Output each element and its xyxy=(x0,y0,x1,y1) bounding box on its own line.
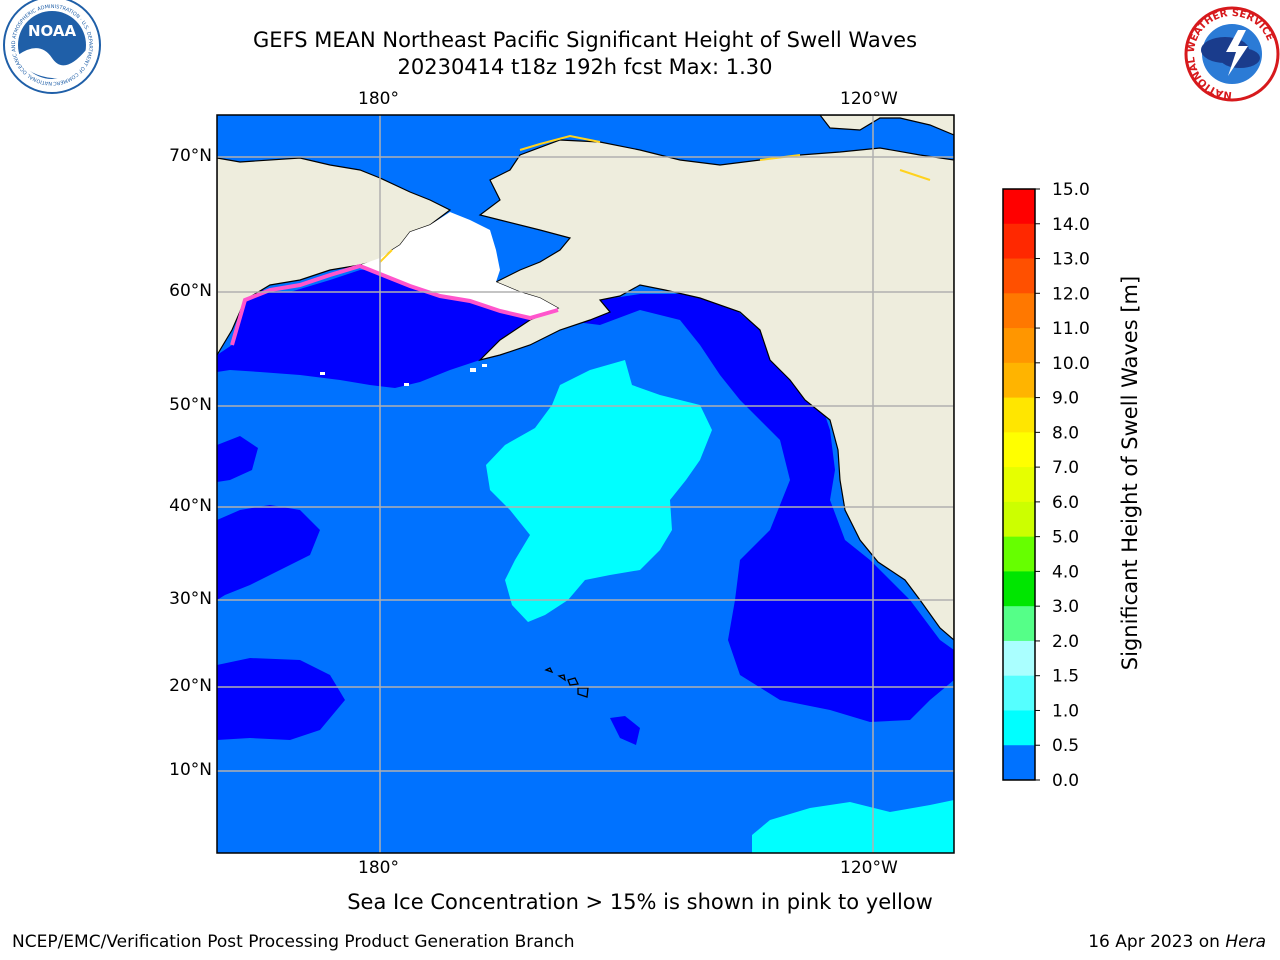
colorbar-tick-label: 4.0 xyxy=(1052,562,1079,582)
lat-tick-20n: 20°N xyxy=(169,676,212,696)
sea-ice-note: Sea Ice Concentration > 15% is shown in … xyxy=(347,890,933,914)
colorbar-bin xyxy=(1003,571,1035,607)
map-frame xyxy=(216,114,955,854)
map-gridlines xyxy=(217,115,954,853)
swell-low-hawaii xyxy=(610,716,640,745)
colorbar-tick-label: 0.0 xyxy=(1052,771,1079,791)
hawaiian-islands xyxy=(544,667,589,698)
land-north-america xyxy=(478,115,954,641)
nws-logo: NATIONAL WEATHER SERVICE xyxy=(1184,6,1280,102)
colorbar-bin xyxy=(1003,223,1035,260)
colorbar-label: Significant Height of Swell Waves [m] xyxy=(1118,275,1142,671)
colorbar-bin xyxy=(1003,432,1035,468)
colorbar-tick-label: 9.0 xyxy=(1052,389,1079,409)
colorbar-bin xyxy=(1003,467,1035,503)
colorbar-bin xyxy=(1003,675,1035,711)
colorbar-tick-label: 6.0 xyxy=(1052,493,1079,513)
noaa-logo: NOAA NATIONAL OCEANIC AND ATMOSPHERIC AD… xyxy=(0,0,101,94)
lat-tick-10n: 10°N xyxy=(169,760,212,780)
colorbar-bin xyxy=(1003,745,1035,781)
footer-date-text: 16 Apr 2023 on xyxy=(1088,932,1226,952)
aleutian-islands xyxy=(320,364,487,386)
colorbar-bin xyxy=(1003,640,1035,677)
lat-tick-40n: 40°N xyxy=(169,496,212,516)
ice-edge-pink xyxy=(230,263,559,346)
lat-tick-50n: 50°N xyxy=(169,395,212,415)
colorbar-tick-label: 1.0 xyxy=(1052,701,1079,721)
lon-tick-bottom-180: 180° xyxy=(358,858,399,878)
colorbar-frame xyxy=(1002,188,1036,781)
colorbar-bin xyxy=(1003,258,1035,294)
lon-tick-bottom-120w: 120°W xyxy=(840,858,898,878)
lon-tick-top-120w: 120°W xyxy=(840,89,898,109)
footer-date: 16 Apr 2023 on Hera xyxy=(1088,932,1266,952)
swell-low-bering xyxy=(217,268,954,722)
colorbar-bin xyxy=(1003,501,1035,538)
lon-tick-top-180: 180° xyxy=(358,89,399,109)
colorbar-tick-label: 0.5 xyxy=(1052,736,1079,756)
colorbar-bin xyxy=(1003,397,1035,433)
lat-tick-30n: 30°N xyxy=(169,589,212,609)
ice-bering-sea xyxy=(360,212,558,320)
map-subtitle: 20230414 t18z 192h fcst Max: 1.30 xyxy=(397,55,773,79)
colorbar-bin xyxy=(1003,536,1035,572)
colorbar-tick-label: 1.5 xyxy=(1052,667,1079,687)
colorbar-tick-label: 13.0 xyxy=(1052,250,1090,270)
swell-map xyxy=(217,115,954,853)
colorbar-tick-label: 3.0 xyxy=(1052,597,1079,617)
colorbar-bin xyxy=(1003,606,1035,642)
colorbar-tick-label: 14.0 xyxy=(1052,215,1090,235)
colorbar-tick-label: 10.0 xyxy=(1052,354,1090,374)
colorbar-tick-label: 7.0 xyxy=(1052,458,1079,478)
colorbar-bin xyxy=(1003,189,1035,225)
colorbar-bin xyxy=(1003,362,1035,399)
colorbar-tick-label: 12.0 xyxy=(1052,284,1090,304)
colorbar-bin xyxy=(1003,328,1035,364)
colorbar-bin xyxy=(1003,710,1035,746)
map-title: GEFS MEAN Northeast Pacific Significant … xyxy=(252,28,918,52)
colorbar-tick-label: 5.0 xyxy=(1052,528,1079,548)
colorbar-tick-label: 15.0 xyxy=(1052,180,1090,200)
footer-machine: Hera xyxy=(1225,932,1266,952)
colorbar-tick-label: 2.0 xyxy=(1052,632,1079,652)
footer-branch: NCEP/EMC/Verification Post Processing Pr… xyxy=(12,932,575,952)
colorbar-bin xyxy=(1003,293,1035,329)
lat-tick-60n: 60°N xyxy=(169,281,212,301)
ice-edge-yellow xyxy=(379,134,931,263)
swell-low-west-47n xyxy=(217,436,258,482)
colorbar: 15.0 14.0 13.0 12.0 11.0 10.0 9.0 8.0 7.0 6.0 5.0 4… xyxy=(1002,180,1090,791)
swell-low-west-20n xyxy=(217,658,345,740)
colorbar-tick-label: 11.0 xyxy=(1052,319,1090,339)
swell-moderate-southeast xyxy=(752,800,954,853)
lat-tick-70n: 70°N xyxy=(169,146,212,166)
colorbar-tick-label: 8.0 xyxy=(1052,423,1079,443)
noaa-logo-text: NOAA xyxy=(28,22,77,40)
swell-low-west-40n xyxy=(217,505,320,600)
swell-moderate-central xyxy=(486,360,712,622)
